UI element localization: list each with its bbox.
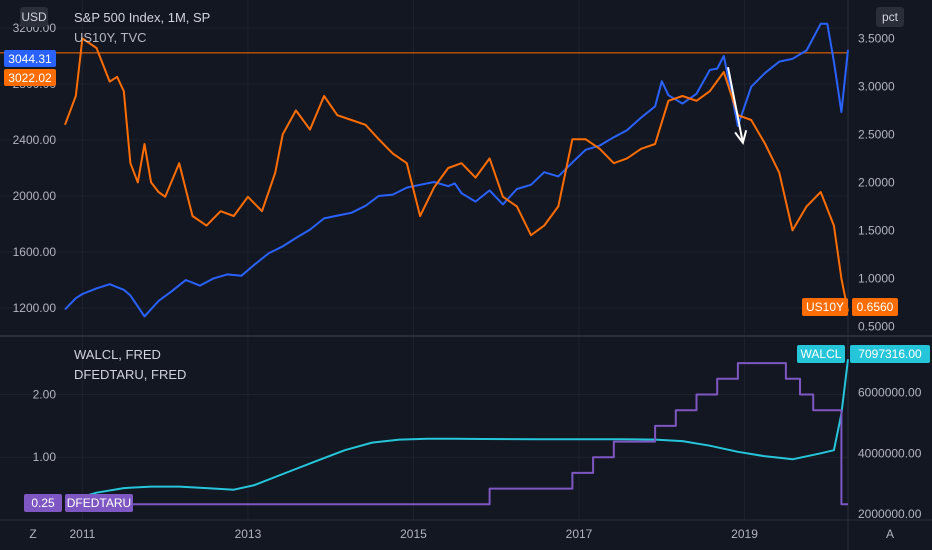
us10y-series-line[interactable] <box>64 37 849 312</box>
right-tick-label: 0.5000 <box>858 319 895 333</box>
hline-price-badge[interactable]: 3022.02 <box>4 69 56 86</box>
us10y-name-label: US10Y <box>806 300 844 314</box>
right-tick-label: 6000000.00 <box>858 386 922 400</box>
main-series-legend[interactable]: S&P 500 Index, 1M, SP <box>74 10 210 25</box>
dfedtaru-value-badge[interactable]: 0.25 DFEDTARU <box>24 494 133 512</box>
left-tick-label: 2400.00 <box>13 133 57 147</box>
right-tick-label: 3.5000 <box>858 31 895 45</box>
grid-lines <box>0 0 848 520</box>
right-tick-label: 2000000.00 <box>858 507 922 521</box>
dfedtaru-name-label: DFEDTARU <box>67 496 131 510</box>
corner-z-label[interactable]: Z <box>29 527 36 541</box>
hline-price-label: 3022.02 <box>8 71 52 85</box>
right-price-axis[interactable]: 3.5000 3.0000 2.5000 2.0000 1.5000 1.0000 0.50… <box>858 31 922 521</box>
walcl-value-label: 7097316.00 <box>858 347 922 361</box>
left-price-axis[interactable]: 3200.002800.002400.002000.001600.001200.… <box>13 21 57 464</box>
walcl-value-badge[interactable]: WALCL 7097316.00 <box>797 345 930 363</box>
left-tick-label: 2.00 <box>33 387 57 401</box>
right-tick-label: 2.0000 <box>858 175 895 189</box>
right-tick-label: 4000000.00 <box>858 446 922 460</box>
usd-unit-badge[interactable]: USD <box>20 7 48 27</box>
spx-price-badge[interactable]: 3044.31 <box>4 50 56 67</box>
left-tick-label: 1200.00 <box>13 301 57 315</box>
series-layer <box>64 22 849 506</box>
time-axis[interactable]: 2011 2013 2015 2017 2019 <box>69 527 758 541</box>
pct-unit-badge[interactable]: pct <box>876 7 904 27</box>
arrow-annotation-head[interactable] <box>734 129 748 146</box>
annotation-layer[interactable] <box>727 67 748 146</box>
dfedtaru-legend[interactable]: DFEDTARU, FRED <box>74 367 186 382</box>
spx-price-label: 3044.31 <box>8 52 52 66</box>
left-tick-label: 2000.00 <box>13 189 57 203</box>
pct-unit-label: pct <box>882 10 899 24</box>
right-tick-label: 1.5000 <box>858 223 895 237</box>
corner-a-label[interactable]: A <box>886 527 894 541</box>
right-tick-label: 2.5000 <box>858 127 895 141</box>
dfedtaru-value-label: 0.25 <box>31 496 55 510</box>
time-tick-label: 2011 <box>69 527 95 541</box>
time-tick-label: 2015 <box>400 527 427 541</box>
left-tick-label: 1.00 <box>33 450 57 464</box>
us10y-value-badge[interactable]: US10Y 0.6560 <box>802 298 898 316</box>
left-tick-label: 1600.00 <box>13 245 57 259</box>
walcl-name-label: WALCL <box>801 347 842 361</box>
right-tick-label: 3.0000 <box>858 79 895 93</box>
us10y-value-label: 0.6560 <box>857 300 894 314</box>
time-tick-label: 2019 <box>731 527 758 541</box>
walcl-legend[interactable]: WALCL, FRED <box>74 347 161 362</box>
time-tick-label: 2017 <box>566 527 593 541</box>
dfedtaru-series-line[interactable] <box>65 362 848 506</box>
time-tick-label: 2013 <box>235 527 262 541</box>
walcl-series-line[interactable] <box>64 359 849 503</box>
arrow-annotation-shaft[interactable] <box>727 67 744 143</box>
us10y-legend[interactable]: US10Y, TVC <box>74 30 147 45</box>
usd-unit-label: USD <box>21 10 47 24</box>
right-tick-label: 1.0000 <box>858 271 895 285</box>
